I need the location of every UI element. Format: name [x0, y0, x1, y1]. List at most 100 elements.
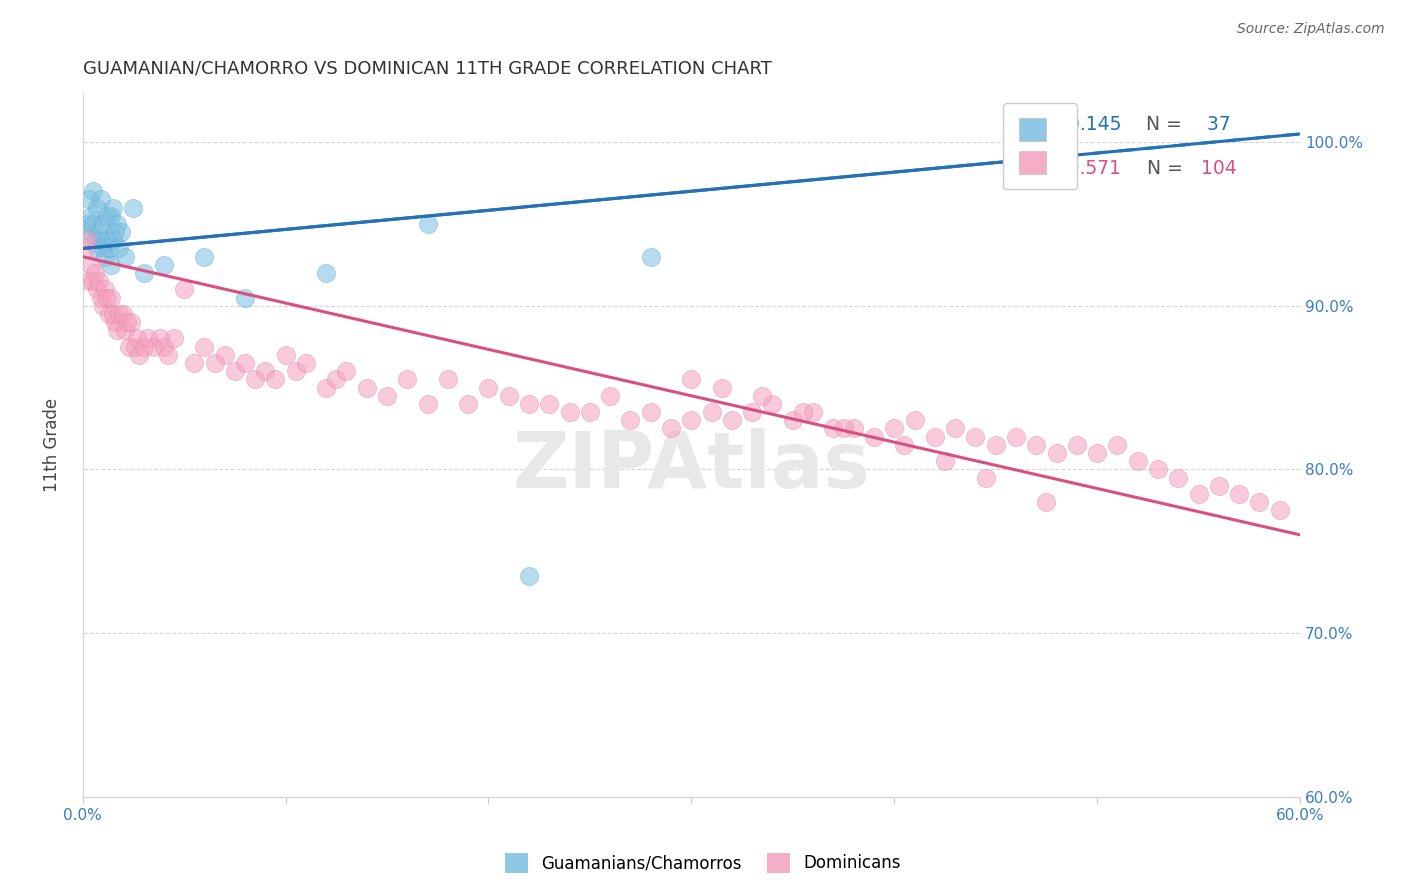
Point [782, 413, 804, 427]
Text: 37: 37 [1195, 115, 1230, 134]
Point [98, 307, 121, 321]
Point [73, 225, 96, 239]
Text: R =: R = [1017, 160, 1057, 178]
Point [254, 364, 277, 378]
Point [721, 413, 744, 427]
Point [1147, 462, 1170, 476]
Point [1066, 438, 1088, 452]
Point [153, 258, 176, 272]
Point [127, 331, 149, 345]
Text: GUAMANIAN/CHAMORRO VS DOMINICAN 11TH GRADE CORRELATION CHART: GUAMANIAN/CHAMORRO VS DOMINICAN 11TH GRA… [83, 60, 772, 78]
Point [823, 421, 845, 435]
Point [457, 397, 479, 411]
Point [599, 389, 621, 403]
Point [114, 250, 136, 264]
Point [76, 233, 98, 247]
Point [437, 372, 460, 386]
Point [984, 438, 1007, 452]
Point [924, 430, 946, 444]
Point [100, 291, 122, 305]
Point [517, 568, 540, 582]
Text: -0.571: -0.571 [1062, 160, 1122, 178]
Point [100, 258, 122, 272]
Point [659, 421, 682, 435]
Text: Source: ZipAtlas.com: Source: ZipAtlas.com [1237, 22, 1385, 37]
Point [761, 397, 783, 411]
Point [142, 340, 165, 354]
Point [83, 233, 105, 247]
Point [681, 372, 703, 386]
Point [108, 307, 131, 321]
Point [284, 364, 307, 378]
Point [264, 372, 287, 386]
Point [101, 233, 124, 247]
Point [105, 217, 128, 231]
Point [122, 201, 145, 215]
Point [82, 217, 104, 231]
Point [86, 242, 108, 256]
Point [110, 225, 132, 239]
Point [741, 405, 763, 419]
Point [86, 282, 108, 296]
Point [1126, 454, 1149, 468]
Point [965, 430, 987, 444]
Text: 104: 104 [1195, 160, 1237, 178]
Point [1187, 487, 1209, 501]
Text: N =: N = [1128, 115, 1188, 134]
Point [903, 413, 925, 427]
Point [105, 323, 128, 337]
Point [94, 250, 117, 264]
Point [112, 307, 135, 321]
Point [193, 340, 215, 354]
Text: ZIPAtlas: ZIPAtlas [513, 428, 870, 504]
Point [832, 421, 855, 435]
Legend: , : , [1004, 103, 1077, 189]
Point [100, 209, 122, 223]
Point [76, 217, 98, 231]
Point [315, 381, 337, 395]
Point [233, 291, 256, 305]
Point [1045, 446, 1067, 460]
Point [1227, 487, 1250, 501]
Point [619, 413, 641, 427]
Point [101, 307, 124, 321]
Point [974, 470, 997, 484]
Point [579, 405, 602, 419]
Point [325, 372, 347, 386]
Point [1268, 503, 1291, 517]
Point [517, 397, 540, 411]
Point [90, 291, 112, 305]
Point [1107, 438, 1129, 452]
Point [83, 266, 105, 280]
Point [114, 323, 136, 337]
Point [101, 201, 124, 215]
Point [1025, 438, 1047, 452]
Point [477, 381, 499, 395]
Point [416, 397, 439, 411]
Point [94, 282, 117, 296]
Point [73, 242, 96, 256]
Point [356, 381, 378, 395]
Point [934, 454, 956, 468]
Point [396, 372, 419, 386]
Point [1249, 495, 1271, 509]
Point [335, 364, 357, 378]
Point [640, 405, 662, 419]
Point [91, 242, 114, 256]
Point [163, 331, 186, 345]
Point [1085, 446, 1108, 460]
Point [87, 225, 110, 239]
Point [1015, 119, 1038, 133]
Point [1167, 470, 1189, 484]
Point [104, 225, 127, 239]
Point [416, 217, 439, 231]
Point [274, 348, 297, 362]
Point [86, 201, 108, 215]
Point [77, 193, 100, 207]
Point [156, 348, 179, 362]
Point [104, 315, 127, 329]
Point [117, 315, 139, 329]
Point [98, 242, 121, 256]
Point [153, 340, 176, 354]
Point [700, 405, 723, 419]
